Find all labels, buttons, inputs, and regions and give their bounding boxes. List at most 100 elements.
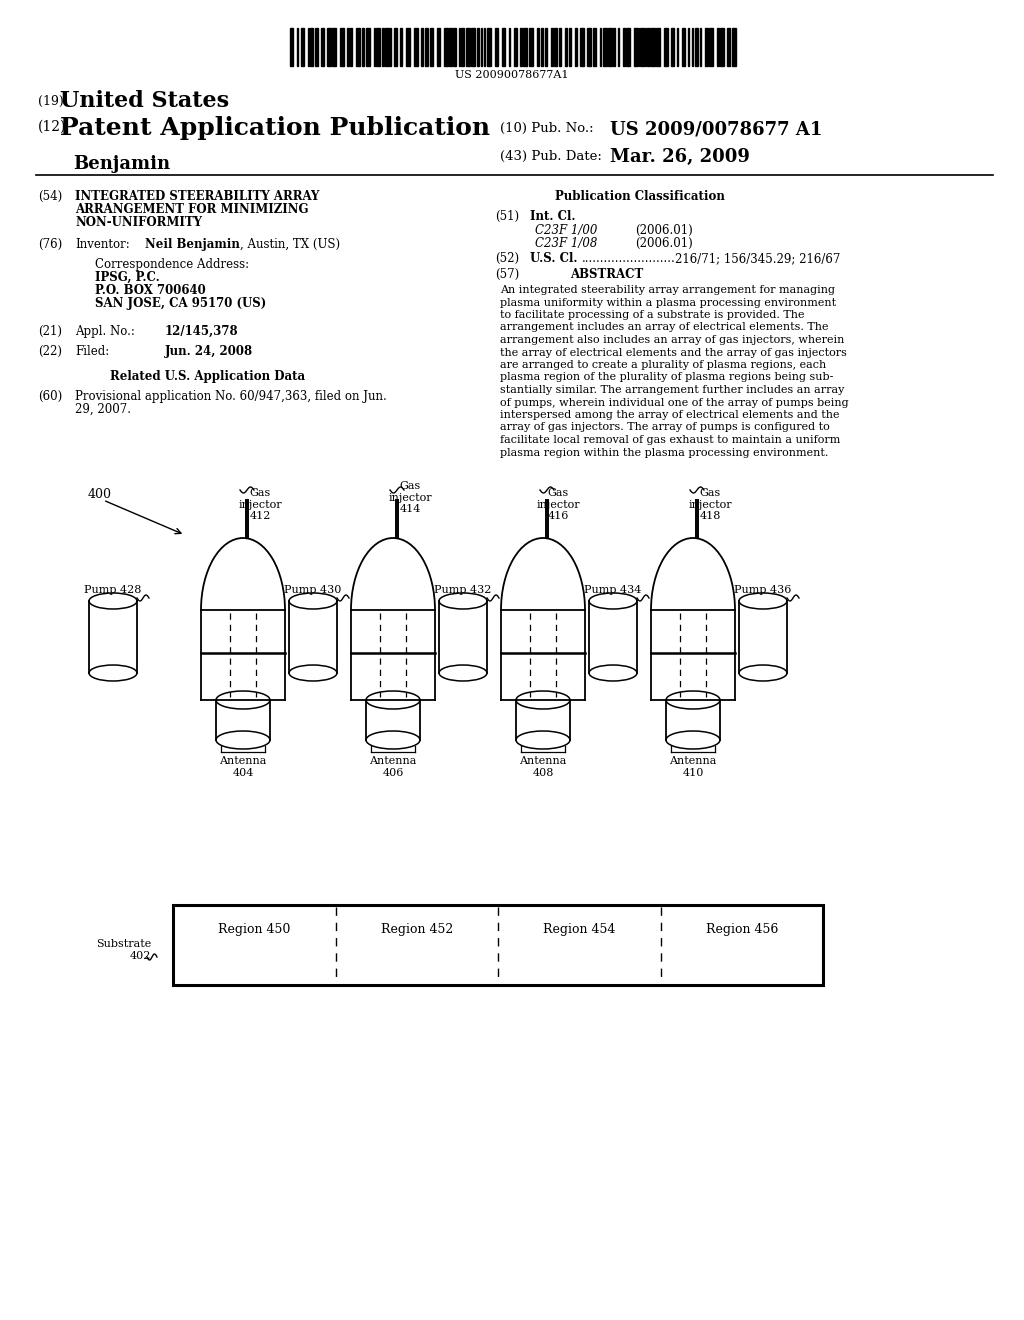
Text: Gas
injector
416: Gas injector 416: [537, 488, 580, 521]
Text: Pump 434: Pump 434: [585, 585, 642, 595]
Text: Publication Classification: Publication Classification: [555, 190, 725, 203]
Ellipse shape: [439, 665, 487, 681]
Bar: [720, 28, 724, 66]
Bar: [587, 28, 591, 66]
Text: (10) Pub. No.:: (10) Pub. No.:: [500, 121, 594, 135]
Text: Antenna
410: Antenna 410: [670, 756, 717, 777]
Text: interspersed among the array of electrical elements and the: interspersed among the array of electric…: [500, 411, 840, 420]
Bar: [406, 28, 410, 66]
Text: to facilitate processing of a substrate is provided. The: to facilitate processing of a substrate …: [500, 310, 805, 319]
Bar: [626, 28, 630, 66]
Text: Patent Application Publication: Patent Application Publication: [60, 116, 490, 140]
Text: Pump 432: Pump 432: [434, 585, 492, 595]
Text: SAN JOSE, CA 95170 (US): SAN JOSE, CA 95170 (US): [95, 297, 266, 310]
Bar: [340, 28, 344, 66]
Text: Provisional application No. 60/947,363, filed on Jun.: Provisional application No. 60/947,363, …: [75, 389, 387, 403]
Text: Pump 436: Pump 436: [734, 585, 792, 595]
Bar: [350, 28, 352, 66]
Text: array of gas injectors. The array of pumps is configured to: array of gas injectors. The array of pum…: [500, 422, 829, 433]
Text: plasma region within the plasma processing environment.: plasma region within the plasma processi…: [500, 447, 828, 458]
Bar: [651, 28, 655, 66]
Text: ABSTRACT: ABSTRACT: [570, 268, 643, 281]
Ellipse shape: [666, 731, 720, 748]
Text: arrangement includes an array of electrical elements. The: arrangement includes an array of electri…: [500, 322, 828, 333]
Bar: [695, 28, 698, 66]
Ellipse shape: [439, 593, 487, 609]
Bar: [613, 28, 615, 66]
Text: Jun. 24, 2008: Jun. 24, 2008: [165, 345, 253, 358]
Ellipse shape: [216, 690, 270, 709]
Bar: [545, 28, 547, 66]
Ellipse shape: [666, 690, 720, 709]
Text: (54): (54): [38, 190, 62, 203]
Text: are arranged to create a plurality of plasma regions, each: are arranged to create a plurality of pl…: [500, 360, 826, 370]
Text: Antenna
408: Antenna 408: [519, 756, 566, 777]
Ellipse shape: [289, 665, 337, 681]
Bar: [529, 28, 534, 66]
Ellipse shape: [89, 593, 137, 609]
Bar: [332, 28, 336, 66]
Bar: [541, 28, 543, 66]
Text: C23F 1/08: C23F 1/08: [535, 238, 597, 249]
Bar: [366, 28, 370, 66]
Text: Int. Cl.: Int. Cl.: [530, 210, 575, 223]
Text: Mar. 26, 2009: Mar. 26, 2009: [610, 148, 750, 166]
Ellipse shape: [516, 731, 570, 748]
Ellipse shape: [89, 665, 137, 681]
Text: Gas
injector
418: Gas injector 418: [688, 488, 732, 521]
Bar: [290, 28, 293, 66]
Text: Antenna
406: Antenna 406: [370, 756, 417, 777]
Text: (2006.01): (2006.01): [635, 224, 693, 238]
Bar: [487, 28, 490, 66]
Text: Benjamin: Benjamin: [73, 154, 170, 173]
Text: Filed:: Filed:: [75, 345, 110, 358]
Text: Region 454: Region 454: [543, 923, 615, 936]
Bar: [362, 28, 364, 66]
Ellipse shape: [739, 593, 787, 609]
Bar: [647, 28, 650, 66]
Bar: [385, 28, 389, 66]
Text: (51): (51): [495, 210, 519, 223]
Text: Pump 430: Pump 430: [285, 585, 342, 595]
Bar: [414, 28, 418, 66]
Text: Inventor:: Inventor:: [75, 238, 130, 251]
Text: (52): (52): [495, 252, 519, 265]
Bar: [623, 28, 625, 66]
Text: Correspondence Address:: Correspondence Address:: [95, 257, 249, 271]
Bar: [449, 28, 452, 66]
Text: (60): (60): [38, 389, 62, 403]
Bar: [453, 28, 456, 66]
Bar: [444, 28, 449, 66]
Text: (12): (12): [38, 120, 67, 135]
Bar: [327, 28, 331, 66]
Ellipse shape: [289, 593, 337, 609]
Bar: [477, 28, 479, 66]
Bar: [603, 28, 607, 66]
Text: US 2009/0078677 A1: US 2009/0078677 A1: [610, 120, 822, 139]
Text: Region 452: Region 452: [381, 923, 453, 936]
Bar: [656, 28, 660, 66]
Bar: [382, 28, 384, 66]
Bar: [376, 28, 380, 66]
Ellipse shape: [739, 665, 787, 681]
Text: (76): (76): [38, 238, 62, 251]
Text: Neil Benjamin: Neil Benjamin: [145, 238, 240, 251]
Bar: [732, 28, 736, 66]
Text: facilitate local removal of gas exhaust to maintain a uniform: facilitate local removal of gas exhaust …: [500, 436, 841, 445]
Bar: [682, 28, 685, 66]
Bar: [502, 28, 505, 66]
Bar: [421, 28, 423, 66]
Bar: [310, 28, 313, 66]
Bar: [717, 28, 719, 66]
Text: C23F 1/00: C23F 1/00: [535, 224, 597, 238]
Text: (19): (19): [38, 95, 63, 108]
Text: plasma uniformity within a plasma processing environment: plasma uniformity within a plasma proces…: [500, 297, 837, 308]
Bar: [705, 28, 708, 66]
Bar: [559, 28, 561, 66]
Text: Related U.S. Application Data: Related U.S. Application Data: [110, 370, 305, 383]
Text: U.S. Cl.: U.S. Cl.: [530, 252, 578, 265]
Bar: [664, 28, 668, 66]
Text: arrangement also includes an array of gas injectors, wherein: arrangement also includes an array of ga…: [500, 335, 845, 345]
Bar: [321, 28, 324, 66]
Bar: [537, 28, 539, 66]
